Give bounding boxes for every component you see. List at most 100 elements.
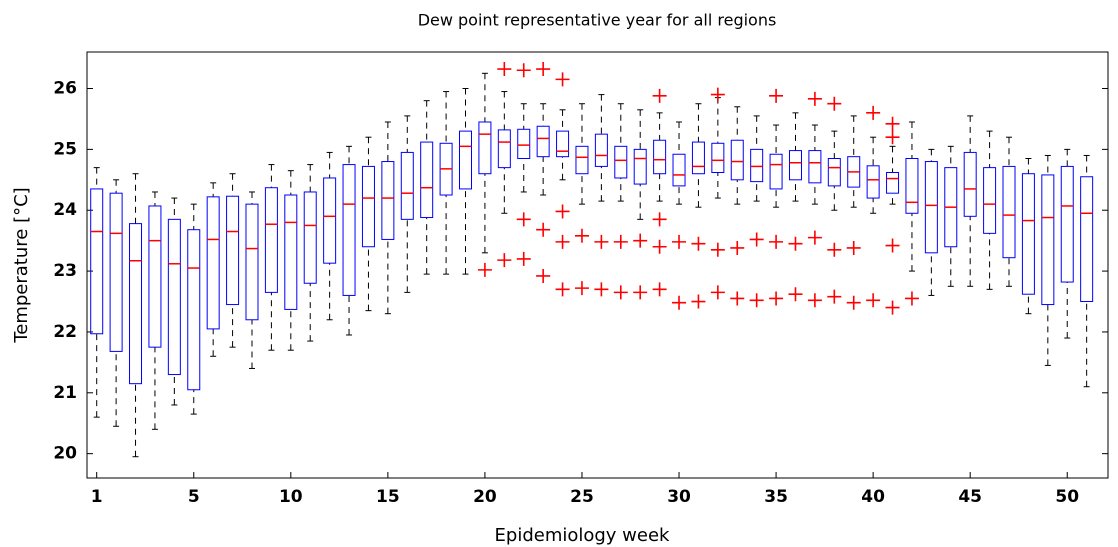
box (459, 130, 473, 190)
chart-title: Dew point representative year for all re… (418, 11, 777, 30)
box (420, 141, 434, 219)
box (284, 194, 298, 310)
outlier (807, 230, 822, 245)
y-tick-label: 24 (53, 200, 77, 220)
box (1021, 173, 1035, 295)
outlier (536, 62, 551, 77)
y-tick-label: 21 (53, 383, 77, 403)
outlier (633, 233, 648, 248)
y-tick-label: 25 (53, 139, 77, 159)
outlier (652, 88, 667, 103)
outlier (691, 236, 706, 251)
y-tick-label: 26 (53, 79, 77, 99)
outlier (827, 96, 842, 111)
y-tick-label: 23 (53, 261, 77, 281)
outlier (749, 232, 764, 247)
box (866, 165, 880, 199)
outlier (477, 262, 492, 277)
box (400, 151, 414, 220)
box (517, 128, 531, 160)
outlier (846, 295, 861, 310)
box (536, 125, 550, 158)
box (750, 148, 764, 183)
outlier (807, 293, 822, 308)
box (905, 158, 919, 214)
box (672, 153, 686, 187)
outlier (710, 285, 725, 300)
box (90, 188, 104, 335)
outlier (497, 62, 512, 77)
outlier (672, 234, 687, 249)
outlier (749, 293, 764, 308)
outlier (788, 287, 803, 302)
box (633, 148, 647, 185)
outlier (536, 268, 551, 283)
box (788, 150, 802, 181)
box (575, 145, 589, 175)
outlier (672, 295, 687, 310)
outlier (613, 285, 628, 300)
outlier (885, 300, 900, 315)
box (148, 205, 162, 348)
box (808, 150, 822, 184)
box (924, 161, 938, 254)
outlier (827, 289, 842, 304)
x-tick-label: 35 (764, 487, 788, 507)
box (129, 223, 143, 385)
x-tick-label: 40 (861, 487, 885, 507)
box (226, 195, 240, 306)
box (594, 133, 608, 167)
x-tick-label: 20 (473, 487, 497, 507)
y-tick-label: 20 (53, 444, 77, 464)
box (1080, 176, 1094, 303)
outlier (885, 116, 900, 131)
box (711, 142, 725, 173)
x-tick-label: 10 (279, 487, 303, 507)
box (167, 218, 181, 376)
x-tick-label: 15 (376, 487, 400, 507)
box (1060, 165, 1074, 283)
outlier (730, 240, 745, 255)
outlier (710, 87, 725, 102)
y-axis-label: Temperature [°C] (11, 187, 32, 343)
box (691, 141, 705, 175)
outlier (574, 281, 589, 296)
box (381, 161, 395, 240)
outlier (885, 130, 900, 145)
outlier (866, 105, 881, 120)
box (303, 191, 317, 284)
outlier (730, 291, 745, 306)
outlier (807, 91, 822, 106)
box (1041, 174, 1055, 306)
outlier (885, 238, 900, 253)
box (245, 203, 259, 321)
box (886, 171, 900, 194)
outlier (516, 212, 531, 227)
outlier (594, 282, 609, 297)
box (342, 164, 356, 296)
outlier (769, 234, 784, 249)
x-tick-label: 5 (188, 487, 200, 507)
x-tick-label: 25 (570, 487, 594, 507)
x-tick-label: 45 (958, 487, 982, 507)
outlier (710, 242, 725, 257)
outlier (827, 242, 842, 257)
outlier (536, 222, 551, 237)
y-tick-label: 22 (53, 322, 77, 342)
box (653, 139, 667, 175)
x-tick-label: 30 (667, 487, 691, 507)
outlier (555, 282, 570, 297)
box (109, 192, 123, 352)
box (323, 177, 337, 264)
x-axis-label: Epidemiology week (495, 525, 671, 546)
outlier (555, 72, 570, 87)
outlier (652, 239, 667, 254)
plot-frame (86, 51, 1109, 479)
box (769, 153, 783, 190)
box (556, 130, 570, 158)
outlier (497, 253, 512, 268)
box (827, 158, 841, 187)
outlier (652, 282, 667, 297)
outlier (574, 228, 589, 243)
